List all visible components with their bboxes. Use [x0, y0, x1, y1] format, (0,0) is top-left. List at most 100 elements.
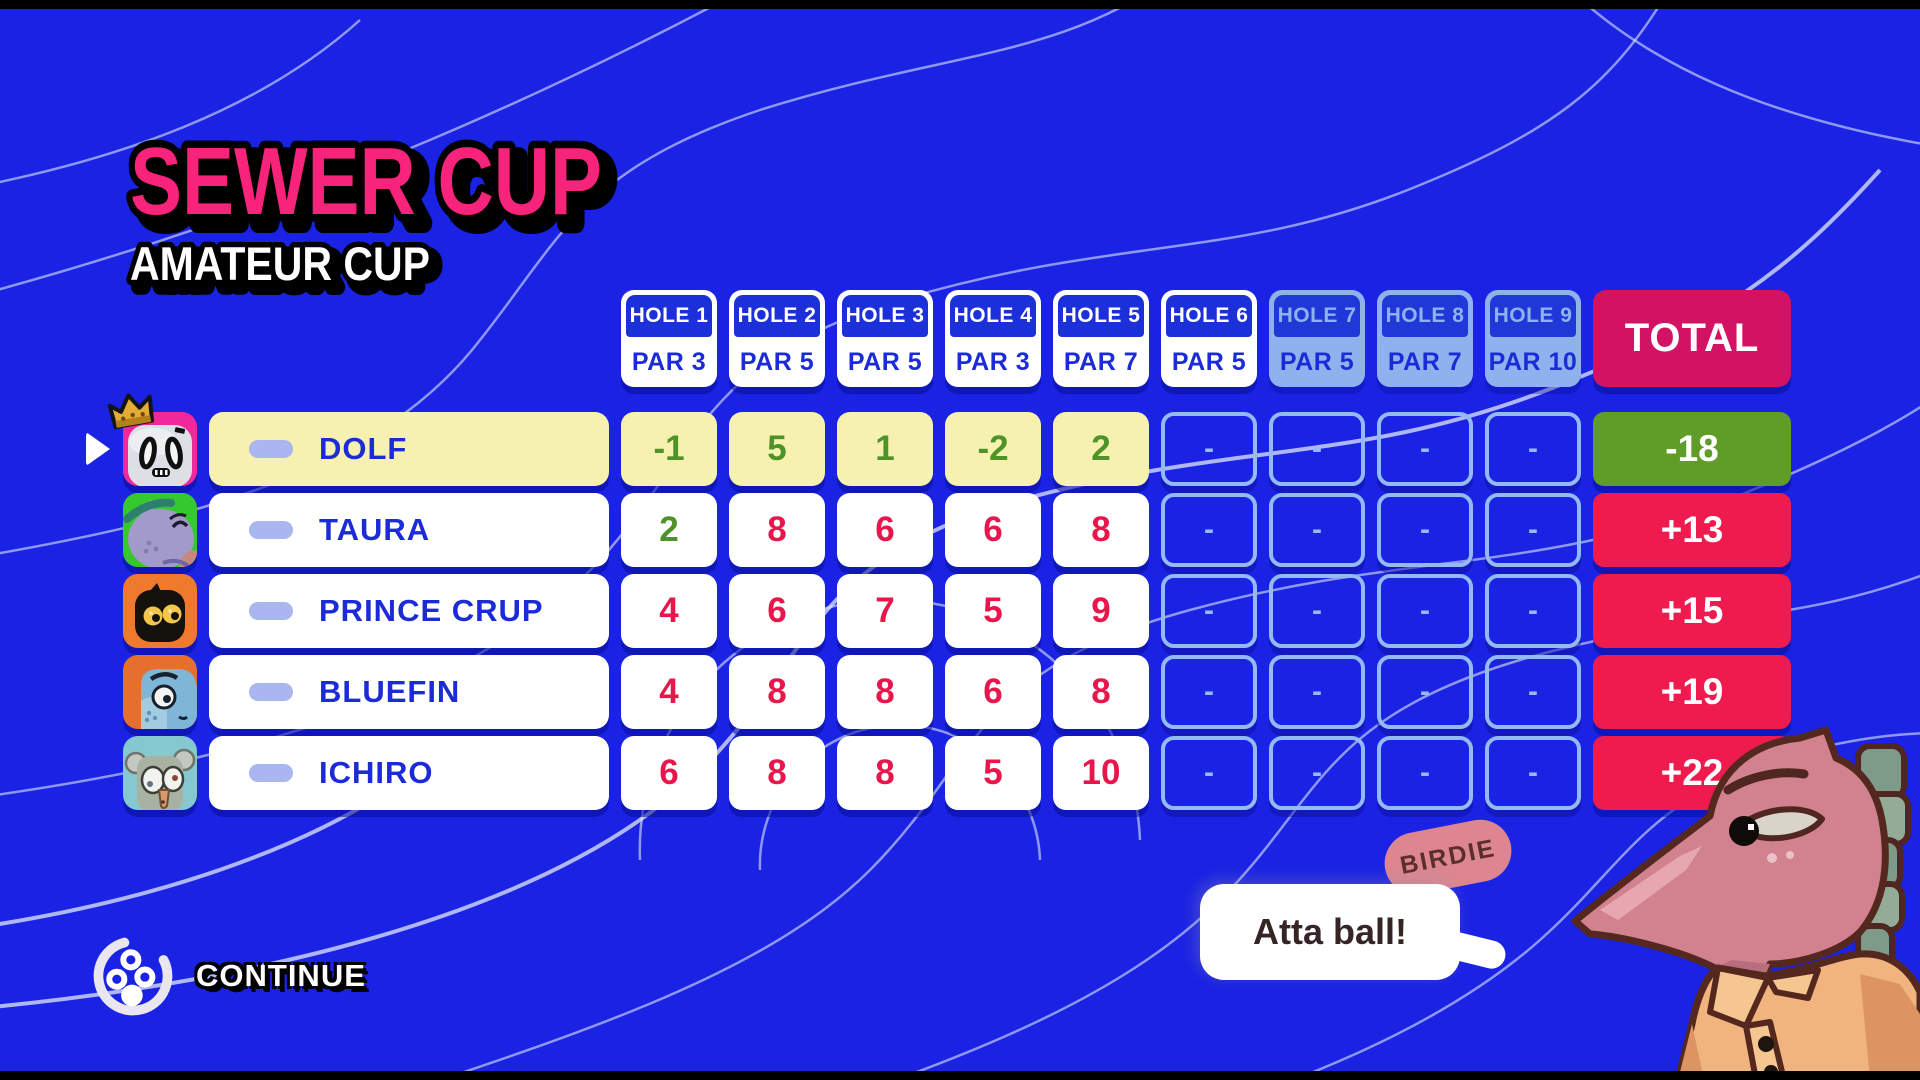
hole-header-6: HOLE 6 PAR 5 — [1161, 290, 1257, 387]
letterbox-bar-bottom — [0, 1071, 1920, 1080]
hole-header-4: HOLE 4 PAR 3 — [945, 290, 1041, 387]
hole-header-7: HOLE 7 PAR 5 — [1269, 290, 1365, 387]
score-cell: - — [1377, 412, 1473, 486]
player-row-ichiro: ICHIRO 6 8 8 5 10 - - - - +22 — [85, 736, 1791, 810]
hole-par: PAR 5 — [739, 347, 815, 376]
score-cell: 7 — [837, 574, 933, 648]
hole-header-8: HOLE 8 PAR 7 — [1377, 290, 1473, 387]
cup-title: SEWER CUP SEWER CUP AMATEUR CUP AMATEUR … — [104, 110, 664, 315]
birdie-badge-label: BIRDIE — [1397, 833, 1499, 880]
score-cell: 4 — [621, 655, 717, 729]
hole-label: HOLE 9 — [1490, 295, 1576, 337]
score-cell: 6 — [945, 493, 1041, 567]
hole-par: PAR 7 — [1063, 347, 1139, 376]
score-cell: - — [1269, 736, 1365, 810]
score-cell: - — [1377, 655, 1473, 729]
score-cell: - — [1377, 574, 1473, 648]
hole-par: PAR 10 — [1488, 347, 1578, 376]
score-cell: 8 — [729, 493, 825, 567]
score-cell: - — [1485, 493, 1581, 567]
active-player-arrow-icon — [86, 432, 110, 466]
avatar-bluefin — [123, 655, 197, 729]
hole-label: HOLE 5 — [1058, 295, 1144, 337]
score-cell: 5 — [729, 412, 825, 486]
player-name-card: ICHIRO — [209, 736, 609, 810]
score-cell: - — [1269, 574, 1365, 648]
title-sub-shadow: AMATEUR CUP — [137, 244, 437, 297]
score-cell: 6 — [729, 574, 825, 648]
score-cell: - — [1161, 655, 1257, 729]
player-row-prince-crup: PRINCE CRUP 4 6 7 5 9 - - - - +15 — [85, 574, 1791, 648]
score-cell: 6 — [837, 493, 933, 567]
score-cell: - — [1269, 655, 1365, 729]
controller-buttons-icon — [93, 936, 173, 1016]
scoreboard-header-row: HOLE 1 PAR 3 HOLE 2 PAR 5 HOLE 3 PAR 5 H… — [85, 290, 1791, 387]
score-cell: - — [1485, 412, 1581, 486]
player-name: PRINCE CRUP — [319, 593, 544, 628]
score-cell: - — [1161, 574, 1257, 648]
hole-par: PAR 5 — [1279, 347, 1355, 376]
score-cell: 8 — [729, 655, 825, 729]
speech-bubble: Atta ball! — [1200, 884, 1509, 980]
player-name-card: TAURA — [209, 493, 609, 567]
score-cell: 5 — [945, 574, 1041, 648]
title-sub: AMATEUR CUP — [130, 237, 430, 290]
score-cell: - — [1269, 412, 1365, 486]
score-cell: - — [1377, 493, 1473, 567]
hole-label: HOLE 2 — [734, 295, 820, 337]
dash-icon — [249, 683, 293, 701]
hole-par: PAR 3 — [631, 347, 707, 376]
hole-label: HOLE 4 — [950, 295, 1036, 337]
score-cell: 4 — [621, 574, 717, 648]
player-name: DOLF — [319, 431, 408, 466]
dash-icon — [249, 764, 293, 782]
hole-header-3: HOLE 3 PAR 5 — [837, 290, 933, 387]
hole-label: HOLE 3 — [842, 295, 928, 337]
scoreboard: HOLE 1 PAR 3 HOLE 2 PAR 5 HOLE 3 PAR 5 H… — [85, 290, 1791, 817]
score-cell: 2 — [621, 493, 717, 567]
hole-header-9: HOLE 9 PAR 10 — [1485, 290, 1581, 387]
total-cell: -18 — [1593, 412, 1791, 486]
player-row-dolf: DOLF -1 5 1 -2 2 - - - - -18 — [85, 393, 1791, 486]
score-cell: 5 — [945, 736, 1041, 810]
dash-icon — [249, 440, 293, 458]
hole-header-5: HOLE 5 PAR 7 — [1053, 290, 1149, 387]
player-row-bluefin: BLUEFIN 4 8 8 6 8 - - - - +19 — [85, 655, 1791, 729]
score-cell: 6 — [945, 655, 1041, 729]
player-name: ICHIRO — [319, 755, 434, 790]
score-cell: 1 — [837, 412, 933, 486]
player-name-card: PRINCE CRUP — [209, 574, 609, 648]
letterbox-bar-top — [0, 0, 1920, 9]
score-cell: -1 — [621, 412, 717, 486]
continue-button[interactable]: CONTINUE — [92, 935, 366, 1017]
score-cell: - — [1485, 736, 1581, 810]
score-cell: 10 — [1053, 736, 1149, 810]
hole-label: HOLE 7 — [1274, 295, 1360, 337]
score-cell: -2 — [945, 412, 1041, 486]
total-column-header: TOTAL — [1593, 290, 1791, 387]
avatar-prince-crup — [123, 574, 197, 648]
dash-icon — [249, 521, 293, 539]
total-cell: +19 — [1593, 655, 1791, 729]
anteater-character — [1571, 726, 1920, 1080]
player-name-card: DOLF — [209, 412, 609, 486]
total-cell: +13 — [1593, 493, 1791, 567]
hole-par: PAR 3 — [955, 347, 1031, 376]
title-main: SEWER CUP — [130, 128, 602, 235]
score-cell: 9 — [1053, 574, 1149, 648]
dash-icon — [249, 602, 293, 620]
score-cell: 6 — [621, 736, 717, 810]
hole-label: HOLE 8 — [1382, 295, 1468, 337]
player-name-card: BLUEFIN — [209, 655, 609, 729]
score-cell: - — [1377, 736, 1473, 810]
hole-par: PAR 7 — [1387, 347, 1463, 376]
player-name: TAURA — [319, 512, 431, 547]
player-row-taura: TAURA 2 8 6 6 8 - - - - +13 — [85, 493, 1791, 567]
score-cell: 8 — [1053, 655, 1149, 729]
score-cell: - — [1485, 655, 1581, 729]
avatar-dolf — [107, 393, 197, 486]
hole-par: PAR 5 — [847, 347, 923, 376]
score-cell: 8 — [729, 736, 825, 810]
hole-label: HOLE 1 — [626, 295, 712, 337]
avatar-taura — [123, 493, 197, 567]
